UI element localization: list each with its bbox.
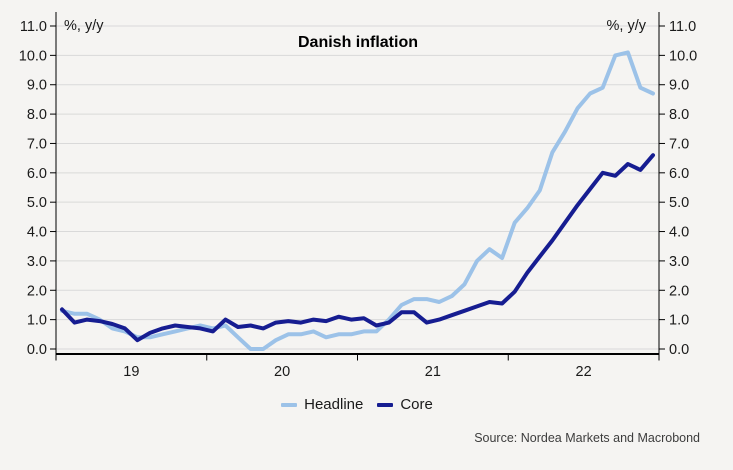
legend: Headline Core [0,396,714,413]
y-tick-label-right: 3.0 [669,254,689,270]
legend-item-headline: Headline [281,396,363,413]
y-tick-label-left: 3.0 [27,254,47,270]
y-tick-label-right: 9.0 [669,78,689,94]
y-tick-label-left: 1.0 [27,313,47,329]
axes [50,12,665,355]
y-tick-label-left: 0.0 [27,342,47,358]
unit-label-left: %, y/y [64,18,104,34]
x-tick-label: 22 [576,364,592,380]
x-tick-label: 21 [425,364,441,380]
y-axis-labels-left: 0.0 1.0 2.0 3.0 4.0 5.0 6.0 7.0 8.0 9.0 10.0 11.0 [19,19,47,358]
y-tick-label-right: 5.0 [669,195,689,211]
y-tick-label-left: 4.0 [27,225,47,241]
y-tick-label-right: 10.0 [669,48,697,64]
y-tick-label-left: 6.0 [27,166,47,182]
source-note: Source: Nordea Markets and Macrobond [474,431,700,445]
y-tick-label-right: 2.0 [669,283,689,299]
core-line-swatch-icon [377,402,394,407]
y-tick-label-right: 8.0 [669,107,689,123]
x-tick-label: 20 [274,364,290,380]
y-tick-label-left: 9.0 [27,78,47,94]
legend-item-core: Core [377,396,433,413]
x-axis-labels: 19 20 21 22 [55,354,660,380]
legend-label-headline: Headline [304,396,364,413]
headline-line [60,50,655,351]
y-tick-label-left: 7.0 [27,136,47,152]
chart-title: Danish inflation [298,34,418,51]
y-tick-label-left: 2.0 [27,283,47,299]
headline-line-swatch-icon [281,402,298,407]
core-line [60,153,655,343]
y-tick-label-left: 11.0 [20,19,47,35]
x-tick-label: 19 [123,364,139,380]
gridlines [56,25,659,350]
y-tick-label-left: 10.0 [19,48,47,64]
series-lines [60,50,655,351]
y-tick-label-right: 4.0 [669,225,689,241]
y-tick-label-right: 1.0 [669,313,689,329]
y-tick-label-left: 8.0 [27,107,47,123]
y-tick-label-left: 5.0 [27,195,47,211]
y-tick-label-right: 6.0 [669,166,689,182]
unit-label-right: %, y/y [607,18,647,34]
y-tick-label-right: 11.0 [669,19,696,35]
y-axis-labels-right: 0.0 1.0 2.0 3.0 4.0 5.0 6.0 7.0 8.0 9.0 10.0 11.0 [669,19,697,358]
y-tick-label-right: 7.0 [669,136,689,152]
y-tick-label-right: 0.0 [669,342,689,358]
legend-label-core: Core [400,396,433,413]
